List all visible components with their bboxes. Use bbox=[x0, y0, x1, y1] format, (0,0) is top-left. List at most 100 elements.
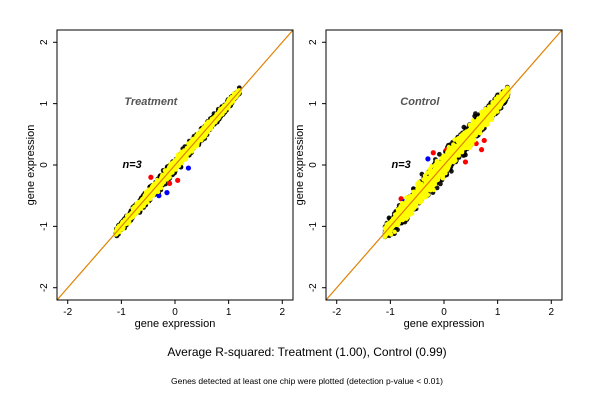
data-point bbox=[463, 145, 468, 151]
data-point bbox=[417, 200, 423, 205]
x-tick-label: -1 bbox=[386, 307, 395, 318]
data-point bbox=[405, 197, 411, 202]
data-point bbox=[399, 216, 405, 221]
x-tick-label: 1 bbox=[226, 307, 232, 318]
data-point bbox=[176, 162, 181, 167]
identity-line bbox=[57, 30, 293, 300]
data-point bbox=[145, 200, 150, 205]
data-point bbox=[132, 204, 137, 210]
x-tick-label: -2 bbox=[63, 307, 72, 318]
data-point bbox=[422, 195, 428, 200]
data-point bbox=[388, 228, 393, 233]
panels: -2 -1 0 1 2 -2 -1 0 1 2 gene expression gene expres… bbox=[25, 29, 563, 330]
data-point bbox=[392, 229, 397, 234]
data-point bbox=[443, 168, 448, 173]
y-tick-label: 0 bbox=[308, 162, 319, 168]
red-point bbox=[430, 150, 436, 156]
data-point bbox=[228, 100, 233, 105]
data-point bbox=[382, 234, 388, 239]
blue-point bbox=[425, 156, 431, 162]
scatter-panel-2: -2 -1 0 1 2 -2 -1 0 1 2 gene expression gene expres… bbox=[294, 29, 563, 330]
x-tick-label: 0 bbox=[441, 307, 447, 318]
data-point bbox=[395, 219, 401, 224]
data-point bbox=[122, 218, 128, 224]
scatter-panel-1: -2 -1 0 1 2 -2 -1 0 1 2 gene expression gene expres… bbox=[25, 29, 294, 330]
data-point bbox=[212, 116, 217, 121]
data-point bbox=[141, 202, 146, 208]
red-point bbox=[481, 137, 487, 144]
data-point bbox=[401, 204, 406, 209]
data-point bbox=[438, 171, 443, 176]
red-point bbox=[175, 177, 181, 183]
y-tick-label: -1 bbox=[308, 221, 319, 230]
x-tick-label: 2 bbox=[548, 307, 554, 318]
sample-count-annotation: n=3 bbox=[122, 159, 141, 171]
x-tick-label: 1 bbox=[495, 307, 501, 318]
x-tick-label: 0 bbox=[172, 307, 178, 318]
data-point bbox=[416, 191, 421, 196]
data-point bbox=[383, 226, 388, 231]
data-point bbox=[149, 193, 154, 198]
data-point bbox=[462, 130, 467, 136]
data-point bbox=[388, 220, 393, 225]
data-point bbox=[131, 213, 137, 218]
data-point bbox=[186, 151, 191, 156]
data-point bbox=[448, 145, 453, 151]
cloud-edge-point bbox=[463, 152, 468, 158]
data-point bbox=[156, 185, 161, 190]
y-tick-label: 2 bbox=[308, 39, 319, 45]
data-point bbox=[409, 211, 415, 216]
x-tick-label: -1 bbox=[117, 307, 126, 318]
x-axis-label: gene expression bbox=[404, 318, 485, 330]
data-point bbox=[470, 118, 476, 123]
blue-point bbox=[185, 165, 192, 171]
x-tick-label: -2 bbox=[332, 307, 341, 318]
data-point bbox=[456, 151, 461, 156]
caption-main: Average R-squared: Treatment (1.00), Con… bbox=[167, 345, 446, 359]
data-point bbox=[188, 144, 193, 149]
blue-point bbox=[156, 193, 162, 199]
y-tick-label: -2 bbox=[39, 283, 50, 292]
data-point bbox=[470, 136, 476, 141]
y-tick-label: 2 bbox=[39, 39, 50, 45]
data-point bbox=[487, 115, 492, 120]
data-point bbox=[489, 109, 495, 114]
data-point bbox=[479, 109, 484, 115]
data-point bbox=[427, 166, 433, 172]
data-point bbox=[415, 181, 420, 187]
y-axis-label: gene expression bbox=[25, 125, 37, 206]
panel-title: Control bbox=[400, 96, 440, 108]
data-point bbox=[426, 170, 432, 175]
cloud-edge-point bbox=[437, 151, 442, 157]
data-point bbox=[430, 183, 435, 189]
data-point bbox=[417, 196, 422, 202]
data-point bbox=[466, 137, 472, 143]
data-point bbox=[424, 189, 429, 194]
data-point bbox=[456, 136, 461, 141]
identity-line bbox=[326, 30, 562, 300]
x-tick-label: 2 bbox=[279, 307, 285, 318]
data-point bbox=[448, 150, 454, 156]
y-tick-label: -1 bbox=[39, 221, 50, 230]
data-point bbox=[179, 153, 184, 159]
data-point bbox=[404, 216, 409, 221]
data-point bbox=[428, 187, 434, 192]
data-point bbox=[428, 174, 433, 179]
data-point bbox=[434, 158, 439, 164]
cloud-edge-point bbox=[473, 111, 478, 116]
data-point bbox=[395, 222, 400, 228]
red-point bbox=[167, 180, 173, 187]
plot-area bbox=[57, 30, 293, 300]
y-tick-label: 1 bbox=[39, 100, 50, 106]
data-point bbox=[183, 155, 189, 160]
data-point bbox=[485, 108, 490, 114]
data-point bbox=[167, 175, 172, 180]
red-point bbox=[462, 159, 469, 165]
data-point bbox=[204, 128, 209, 133]
cloud-edge-point bbox=[434, 185, 440, 191]
data-point bbox=[432, 167, 437, 172]
data-point bbox=[474, 131, 479, 136]
data-point bbox=[236, 91, 241, 96]
data-point bbox=[201, 126, 206, 131]
